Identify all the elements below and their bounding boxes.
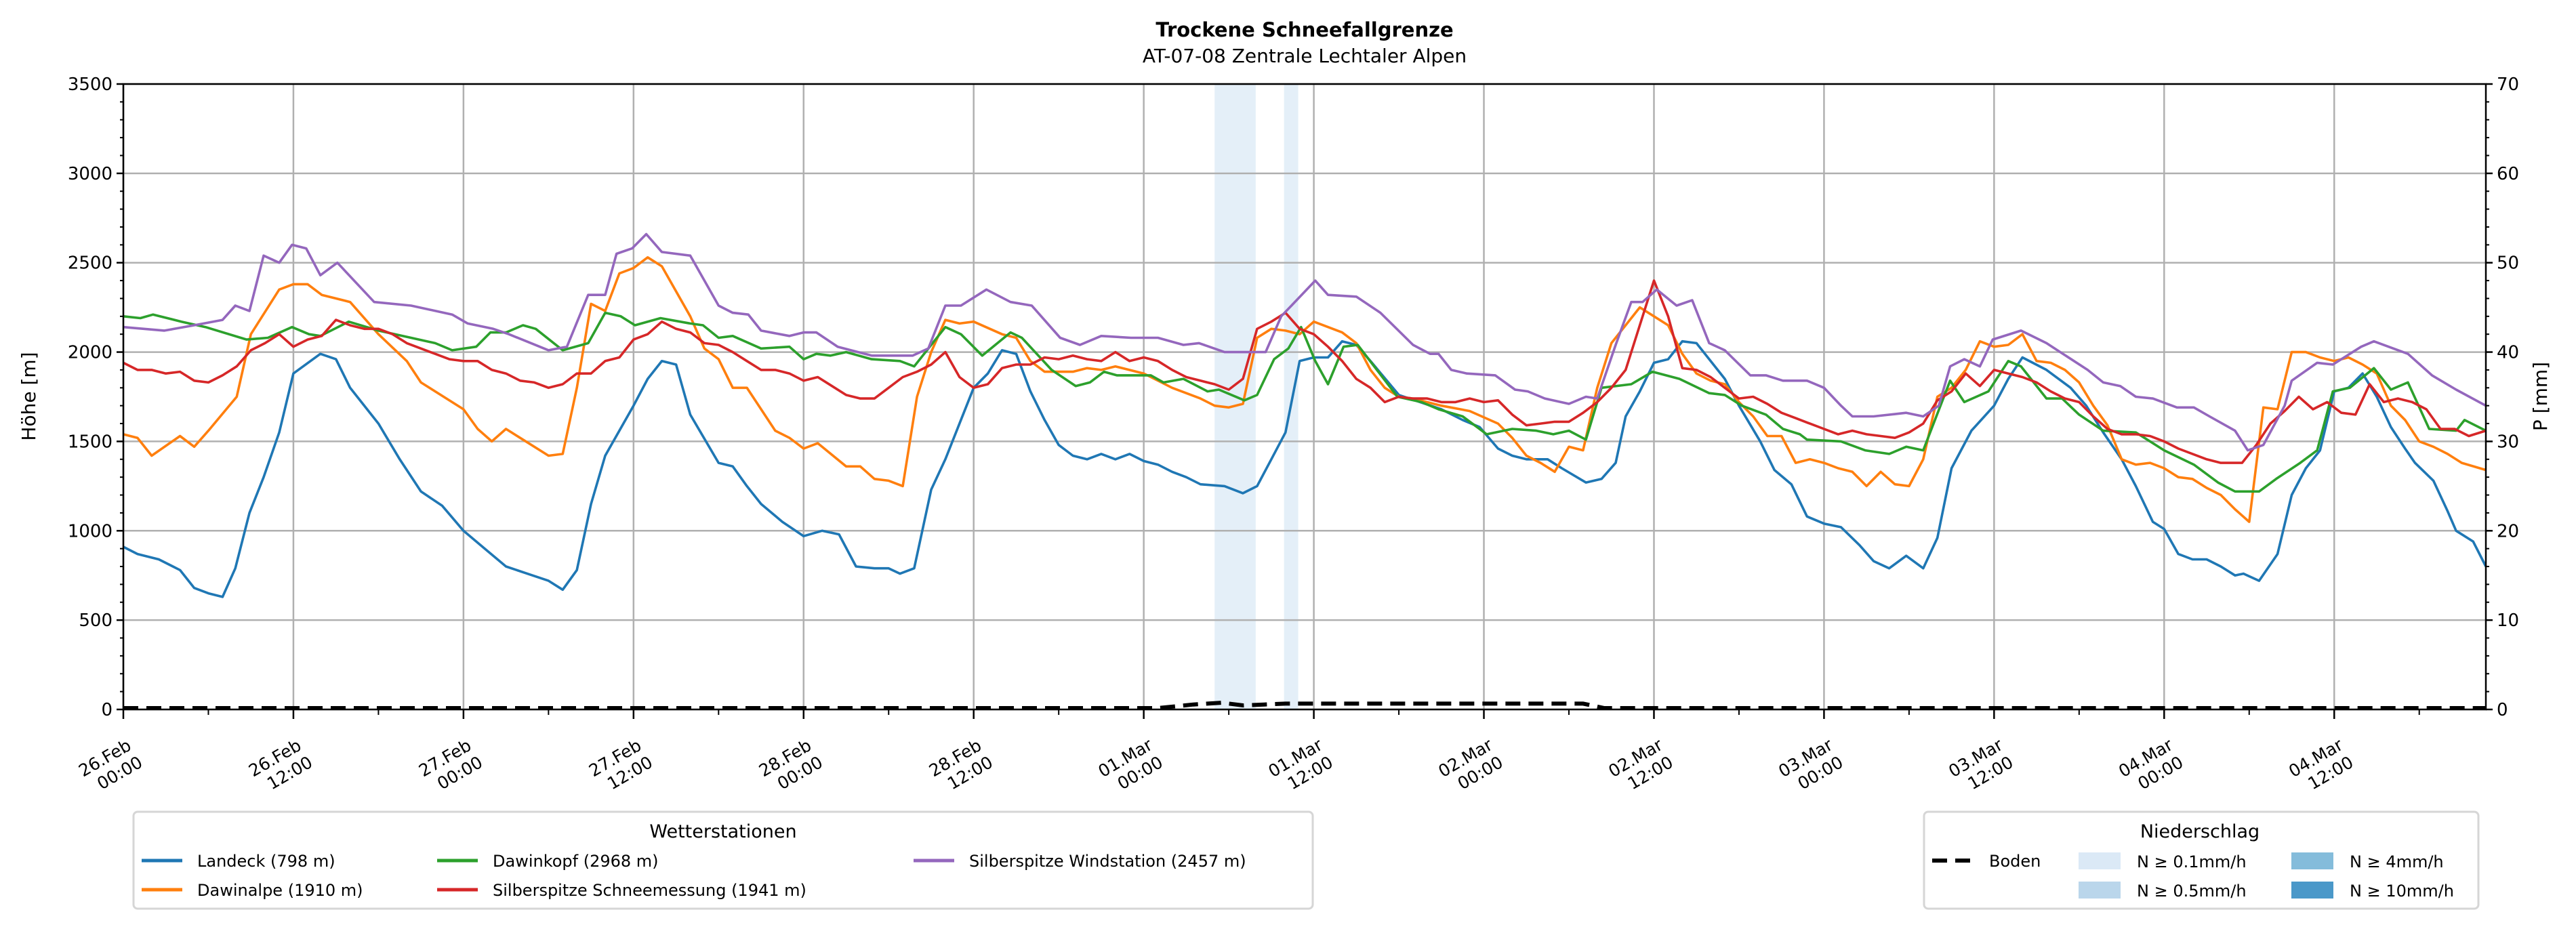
y2-tick-label: 60 bbox=[2497, 164, 2519, 184]
legend-stations-title: Wetterstationen bbox=[649, 821, 796, 842]
precip-band bbox=[1284, 84, 1299, 709]
y-axis-label: Höhe [m] bbox=[18, 352, 40, 440]
y-tick-label: 0 bbox=[101, 700, 113, 720]
legend-ground-label: Boden bbox=[1989, 852, 2041, 871]
grid-lines bbox=[122, 83, 2486, 711]
y2-tick-label: 40 bbox=[2497, 343, 2519, 363]
y2-tick-label: 20 bbox=[2497, 521, 2519, 541]
legend-precip: Niederschlag Boden N ≥ 0.1mm/h N ≥ 0.5mm/… bbox=[1923, 810, 2480, 910]
y2-tick-label: 70 bbox=[2497, 75, 2519, 95]
series-line-4 bbox=[123, 232, 2487, 452]
legend-stations: Wetterstationen Landeck (798 m) Dawinalpe… bbox=[132, 810, 1314, 910]
series-line-3 bbox=[123, 279, 2487, 464]
chart-subtitle: AT-07-08 Zentrale Lechtaler Alpen bbox=[1143, 45, 1467, 67]
y-tick-label: 3000 bbox=[68, 164, 113, 184]
legend-precip-patch bbox=[2291, 882, 2333, 899]
y-tick-label: 1500 bbox=[68, 432, 113, 452]
legend-station-label: Dawinkopf (2968 m) bbox=[493, 852, 659, 871]
legend-station-label: Silberspitze Schneemessung (1941 m) bbox=[493, 881, 806, 900]
legend-precip-label: N ≥ 0.5mm/h bbox=[2137, 882, 2247, 901]
y2-tick-label: 50 bbox=[2497, 253, 2519, 274]
legend-precip-patch bbox=[2079, 882, 2121, 899]
chart-title: Trockene Schneefallgrenze bbox=[1156, 18, 1453, 41]
legend-precip-label: N ≥ 4mm/h bbox=[2350, 852, 2444, 871]
y2-tick-label: 30 bbox=[2497, 432, 2519, 452]
legend-precip-patch bbox=[2079, 852, 2121, 869]
legend-station-label: Dawinalpe (1910 m) bbox=[197, 881, 363, 900]
series-line-2 bbox=[123, 311, 2487, 493]
y-tick-label: 2000 bbox=[68, 343, 113, 363]
y2-tick-label: 10 bbox=[2497, 611, 2519, 631]
y-tick-label: 500 bbox=[79, 611, 113, 631]
y-tick-label: 3500 bbox=[68, 75, 113, 95]
plot-frame bbox=[122, 83, 2487, 711]
series-lines bbox=[123, 232, 2487, 710]
legend-precip-label: N ≥ 0.1mm/h bbox=[2137, 852, 2247, 871]
y-tick-label: 1000 bbox=[68, 521, 113, 541]
legend-precip-patch bbox=[2291, 852, 2333, 869]
y2-tick-label: 0 bbox=[2497, 700, 2508, 720]
ground-precip-line bbox=[123, 701, 2486, 710]
series-line-1 bbox=[123, 255, 2487, 523]
legend-station-label: Silberspitze Windstation (2457 m) bbox=[969, 852, 1246, 871]
series-line-0 bbox=[123, 339, 2487, 598]
precip-bands bbox=[1214, 84, 1299, 709]
legend-precip-title: Niederschlag bbox=[2140, 821, 2260, 842]
y2-axis-label: P [mm] bbox=[2529, 362, 2552, 431]
y-tick-label: 2500 bbox=[68, 253, 113, 274]
legend-station-label: Landeck (798 m) bbox=[197, 852, 335, 871]
legend-precip-label: N ≥ 10mm/h bbox=[2350, 882, 2454, 901]
